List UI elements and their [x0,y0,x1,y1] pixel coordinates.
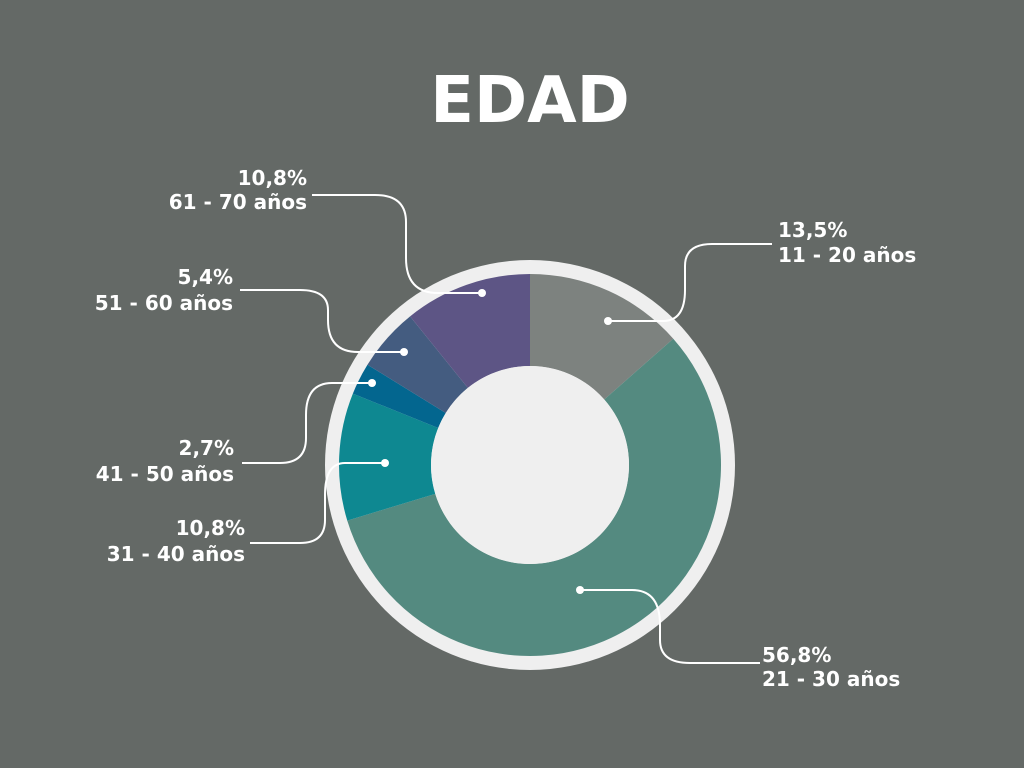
pie-slice-11-20 [530,274,674,400]
leader-line [240,289,404,353]
slice-category-label: 21 - 30 años [762,667,900,691]
slice-category-label: 51 - 60 años [95,291,233,315]
leader-dot [576,586,584,594]
pie-slice-31-40 [338,393,439,521]
slice-percent-label: 56,8% [762,643,831,667]
leader-dot [368,379,376,387]
chart-title: EDAD [430,64,630,138]
slice-percent-label: 13,5% [778,218,847,242]
leader-dot [478,289,486,297]
pie-slice-51-60 [367,316,468,414]
leader-line [580,589,760,664]
donut-hole [431,366,629,564]
slice-percent-label: 5,4% [178,265,233,289]
leader-line [250,462,385,544]
leader-line [242,382,372,464]
leader-dot [400,348,408,356]
leader-dot [604,317,612,325]
leader-line [608,243,772,322]
pie-slice-61-70 [410,274,530,388]
slice-percent-label: 10,8% [176,516,245,540]
slice-category-label: 41 - 50 años [96,462,234,486]
slice-percent-label: 10,8% [238,166,307,190]
slice-category-label: 61 - 70 años [169,190,307,214]
slice-category-label: 31 - 40 años [107,542,245,566]
slice-percent-label: 2,7% [179,436,234,460]
leader-line [312,194,482,294]
leader-dot [381,459,389,467]
pie-slice-41-50 [352,364,446,428]
pie-slice-21-30 [347,338,721,656]
slice-category-label: 11 - 20 años [778,243,916,267]
